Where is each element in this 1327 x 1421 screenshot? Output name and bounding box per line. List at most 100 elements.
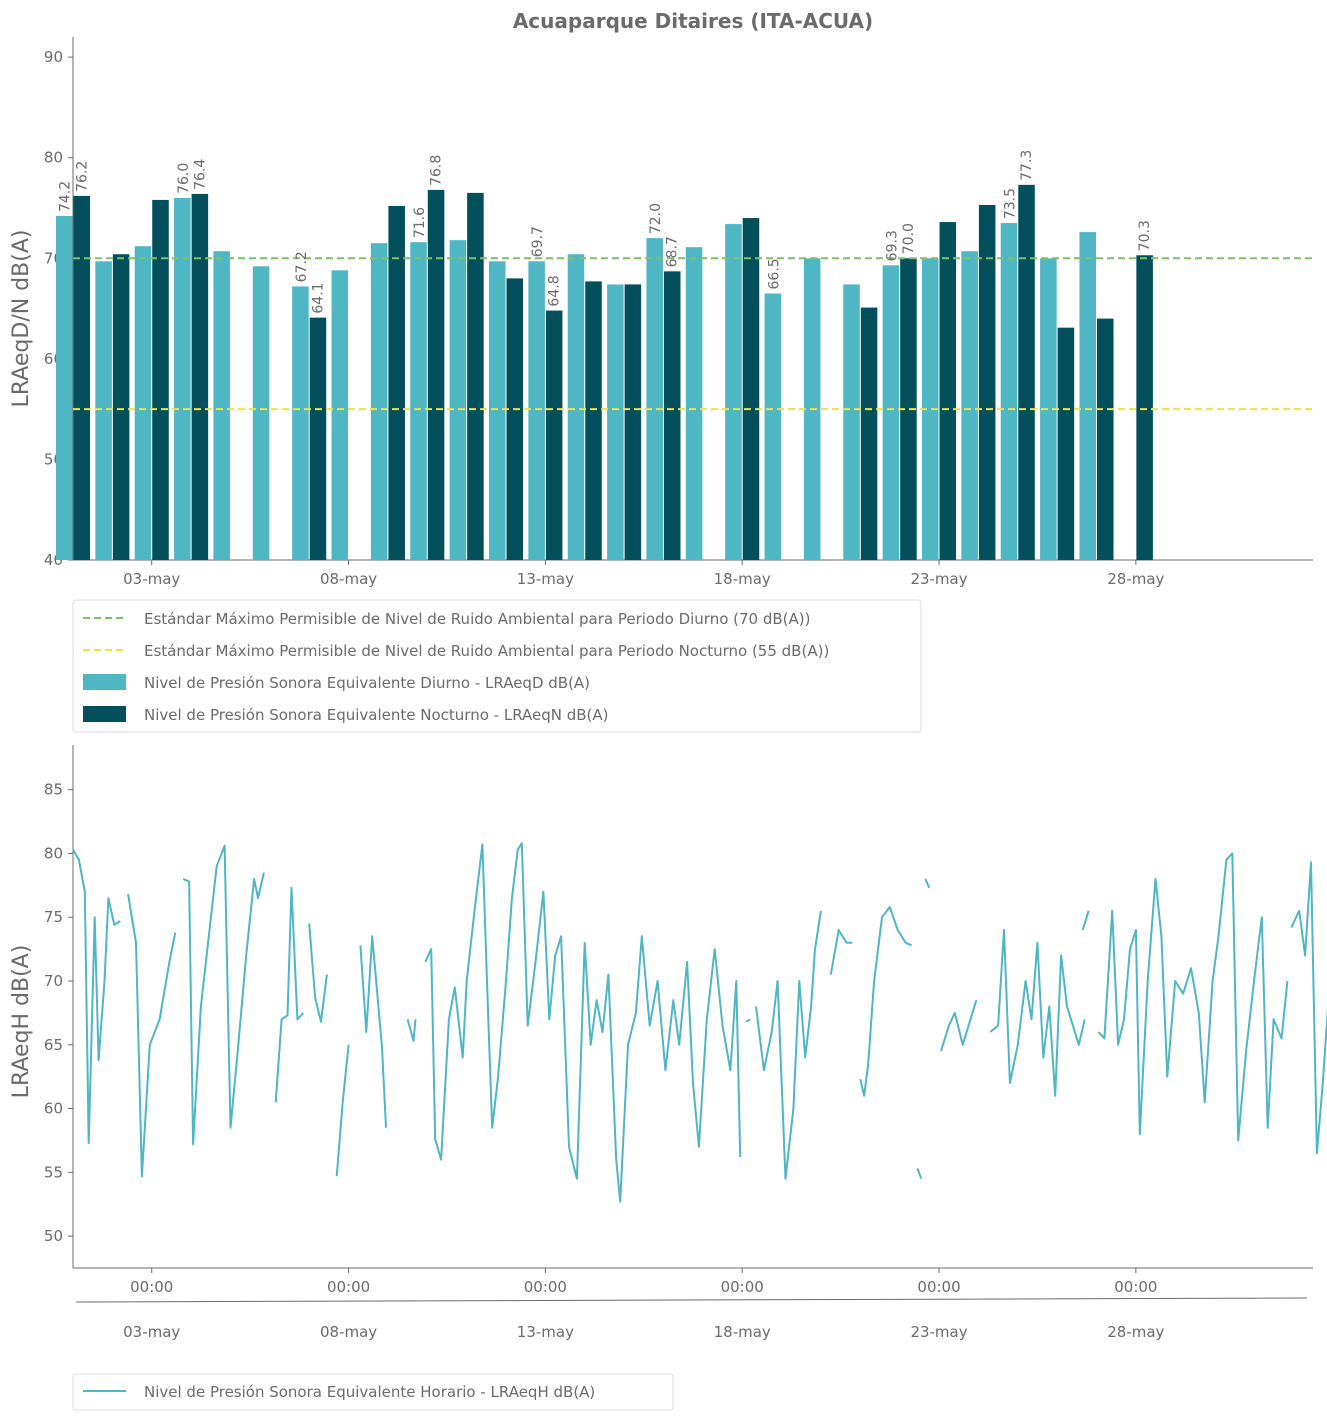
bar-data-label: 66.5 <box>766 258 782 289</box>
bar-night <box>73 195 91 560</box>
bar-legend-frame <box>72 599 922 733</box>
bar-day <box>607 284 624 560</box>
line-x-time-label: 00:00 <box>721 1278 764 1296</box>
bar-data-label: 64.1 <box>310 282 326 313</box>
bar-day <box>646 238 663 560</box>
bar-night <box>860 307 878 560</box>
hourly-series-line <box>72 842 1327 1203</box>
bar-night <box>624 284 642 560</box>
line-y-axis-label: LRAeqH dB(A) <box>9 945 34 1099</box>
bar-night <box>467 192 484 560</box>
bar-day <box>567 254 585 560</box>
bar-data-label: 69.7 <box>530 226 546 257</box>
line-x-time-label: 00:00 <box>327 1278 370 1296</box>
line-x-date-label: 13-may <box>517 1323 574 1341</box>
bar-data-label: 72.0 <box>648 203 664 234</box>
line-x-date-label: 18-may <box>714 1323 771 1341</box>
bar-data-label: 70.0 <box>901 223 917 254</box>
bar-night <box>585 281 602 560</box>
bar-day <box>370 243 388 561</box>
legend-entry-label: Nivel de Presión Sonora Equivalente Diur… <box>144 674 590 692</box>
legend-box-swatch <box>83 706 126 722</box>
bar-day <box>725 224 742 561</box>
line-x-date-label: 23-may <box>910 1323 967 1341</box>
bar-x-tick-label: 28-may <box>1107 570 1164 588</box>
bar-day <box>528 261 545 560</box>
legend-entry-label: Nivel de Presión Sonora Equivalente Noct… <box>144 706 609 724</box>
bar-night <box>939 222 957 561</box>
bar-day <box>331 270 349 560</box>
bar-night <box>545 310 563 560</box>
bar-night <box>1096 318 1114 560</box>
bar-night <box>506 278 524 560</box>
date-divider-line <box>75 1297 1308 1303</box>
bar-day <box>1079 232 1096 560</box>
bar-day <box>488 261 506 560</box>
bar-data-label: 68.7 <box>665 236 681 267</box>
bar-data-label: 77.3 <box>1019 150 1035 181</box>
bar-day <box>252 266 270 560</box>
legend-entry-label: Estándar Máximo Permisible de Nivel de R… <box>144 642 829 660</box>
line-chart: 50 55 60 65 70 75 80 85 00:00 03-may 00:00 08-may 00… <box>9 745 1327 1341</box>
bar-day <box>921 258 939 560</box>
line-legend-frame <box>72 1373 674 1411</box>
bar-data-label: 76.0 <box>176 163 192 194</box>
bar-data-label: 67.2 <box>294 251 310 282</box>
line-y-tick-label: 75 <box>44 908 63 926</box>
bar-night <box>1057 327 1075 560</box>
bar-chart-legend: Estándar Máximo Permisible de Nivel de R… <box>72 599 922 733</box>
bar-x-tick-label: 08-may <box>320 570 377 588</box>
bar-day <box>95 261 112 560</box>
bar-day <box>764 293 782 560</box>
bar-night <box>309 317 327 560</box>
line-x-time-label: 00:00 <box>524 1278 567 1296</box>
legend-entry-label: Estándar Máximo Permisible de Nivel de R… <box>144 610 810 628</box>
bar-night <box>388 205 405 560</box>
bar-y-tick-label: 80 <box>44 149 63 167</box>
bar-data-label: 70.3 <box>1137 220 1153 251</box>
line-y-tick-label: 60 <box>44 1100 63 1118</box>
bar-night <box>1018 184 1035 560</box>
bar-x-tick-label: 18-may <box>714 570 771 588</box>
bar-day <box>1000 223 1018 560</box>
bar-x-tick-label: 13-may <box>517 570 574 588</box>
chart-title: Acuaparque Ditaires (ITA-ACUA) <box>513 9 873 33</box>
bar-data-label: 76.2 <box>74 161 90 192</box>
line-y-tick-label: 55 <box>44 1163 63 1181</box>
bar-night <box>663 271 681 560</box>
bar-day <box>55 216 73 560</box>
bar-x-tick-label: 23-may <box>910 570 967 588</box>
bar-data-label: 64.8 <box>547 275 563 306</box>
line-x-date-label: 08-may <box>320 1323 377 1341</box>
bar-day <box>1040 258 1057 560</box>
bar-day <box>134 246 152 560</box>
bar-night <box>152 199 169 560</box>
bar-data-label: 76.4 <box>192 159 208 190</box>
line-x-date-label: 03-may <box>123 1323 180 1341</box>
bar-day <box>685 247 703 561</box>
bar-night <box>978 204 996 561</box>
legend-entry-label: Nivel de Presión Sonora Equivalente Hora… <box>144 1383 595 1401</box>
bar-day <box>174 197 191 560</box>
bar-day <box>449 240 467 560</box>
line-x-time-label: 00:00 <box>917 1278 960 1296</box>
bar-data-label: 71.6 <box>412 207 428 238</box>
line-y-tick-label: 70 <box>44 972 63 990</box>
line-y-tick-label: 65 <box>44 1036 63 1054</box>
bar-day <box>843 284 860 560</box>
bar-night <box>900 258 917 560</box>
bar-night <box>1136 255 1153 560</box>
line-chart-legend: Nivel de Presión Sonora Equivalente Hora… <box>72 1373 674 1411</box>
line-y-tick-label: 85 <box>44 781 63 799</box>
bar-data-label: 76.8 <box>429 155 445 186</box>
bar-data-label: 69.3 <box>884 230 900 261</box>
bar-data-label: 74.2 <box>58 181 74 212</box>
bar-day <box>213 251 230 560</box>
bar-y-axis-label: LRAeqD/N dB(A) <box>9 230 34 408</box>
line-y-tick-label: 80 <box>44 844 63 862</box>
bar-x-tick-label: 03-may <box>123 570 180 588</box>
bar-night <box>191 193 209 560</box>
line-x-time-label: 00:00 <box>1114 1278 1157 1296</box>
bar-night <box>427 189 445 560</box>
